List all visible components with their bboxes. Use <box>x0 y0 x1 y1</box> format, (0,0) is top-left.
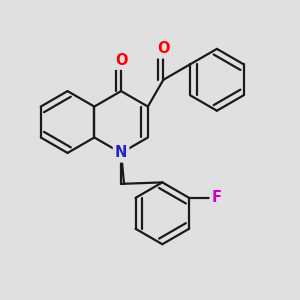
Text: N: N <box>115 146 127 160</box>
Text: O: O <box>157 41 170 56</box>
Text: O: O <box>115 53 128 68</box>
Text: F: F <box>212 190 222 205</box>
Text: O: O <box>157 41 170 56</box>
Text: F: F <box>212 190 222 205</box>
Text: O: O <box>115 53 128 68</box>
Text: N: N <box>115 146 127 160</box>
